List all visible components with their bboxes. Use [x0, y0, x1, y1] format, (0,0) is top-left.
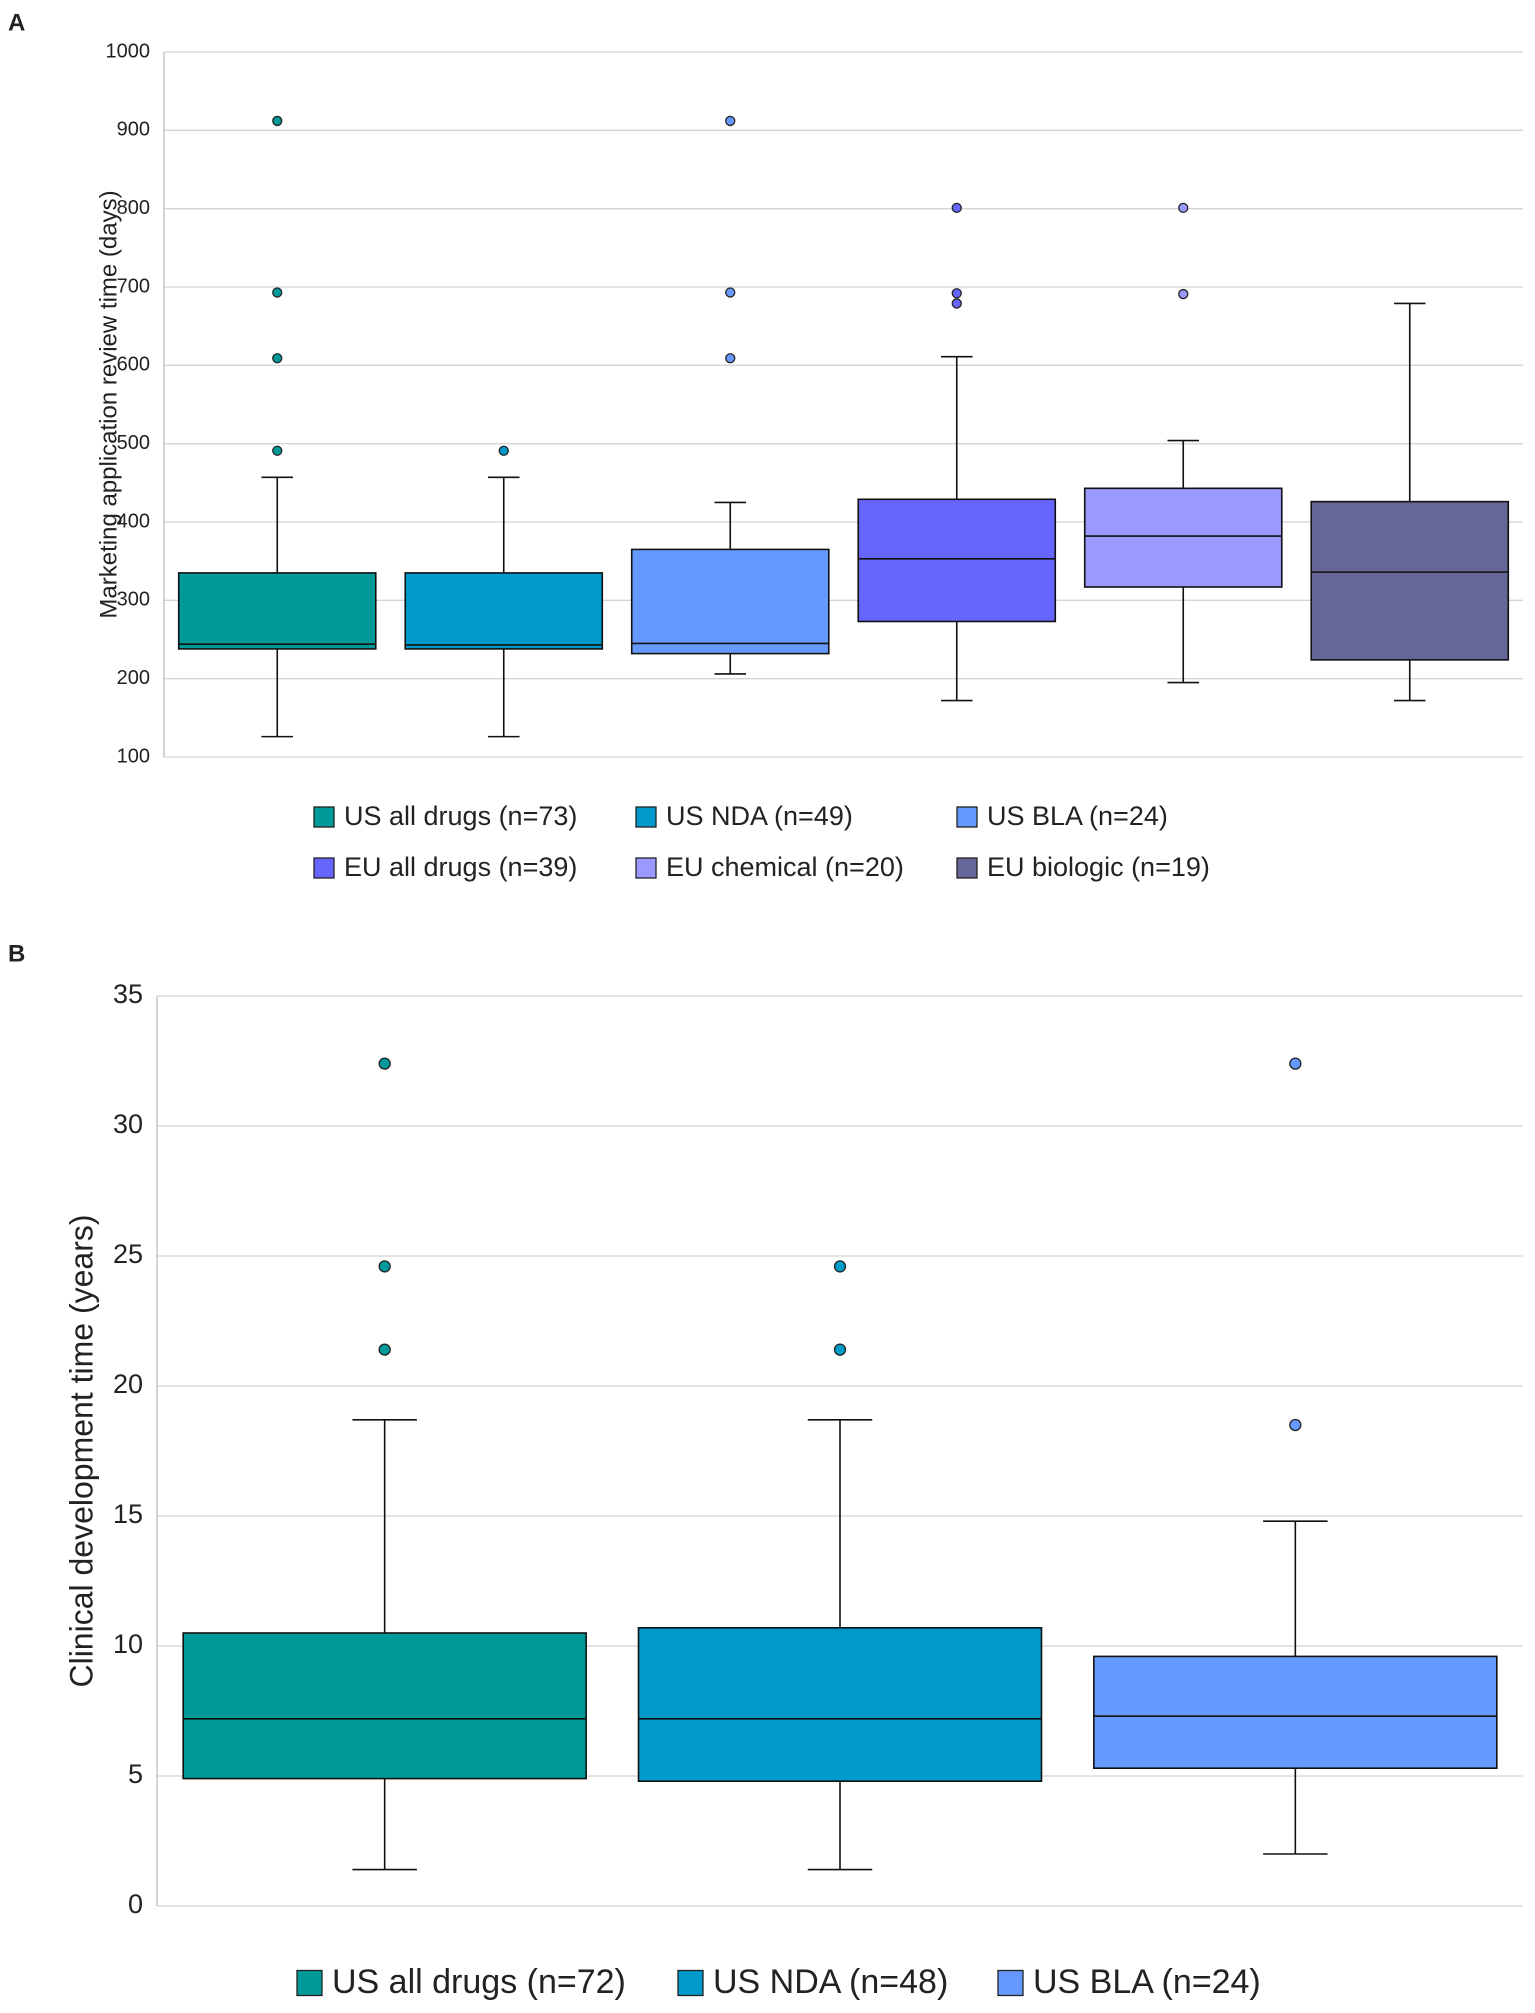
legend-swatch [635, 806, 657, 828]
box [857, 498, 1057, 623]
box [177, 572, 377, 650]
legend-swatch [313, 806, 335, 828]
legend-label: EU biologic (n=19) [987, 852, 1210, 882]
legend-swatch [956, 857, 978, 879]
outlier [951, 298, 962, 309]
legend-label: EU chemical (n=20) [666, 852, 904, 882]
outlier [272, 115, 283, 127]
legend-swatch [635, 857, 657, 879]
legend-label: US BLA (n=24) [1033, 1963, 1261, 2001]
legend-swatch [997, 1969, 1024, 1997]
y-tick-label: 25 [113, 1239, 143, 1269]
outlier [378, 1343, 391, 1356]
outlier [378, 1260, 391, 1273]
box [637, 1627, 1043, 1783]
y-tick-label: 400 [117, 510, 150, 532]
box [182, 1632, 587, 1780]
y-tick-label: 30 [113, 1109, 143, 1139]
y-tick-label: 20 [113, 1369, 143, 1399]
outlier [833, 1343, 847, 1356]
y-tick-label: 5 [128, 1759, 143, 1789]
legend-label: EU all drugs (n=39) [344, 852, 577, 882]
legend-swatch [296, 1969, 323, 1997]
y-tick-label: 600 [117, 354, 150, 376]
outlier [725, 287, 736, 298]
legend-label: US NDA (n=49) [666, 801, 853, 831]
box [1310, 500, 1510, 661]
panel-label: B [8, 940, 25, 967]
outlier [498, 445, 509, 456]
y-tick-label: 35 [113, 979, 143, 1009]
legend-label: US all drugs (n=73) [344, 801, 577, 831]
panel-label: A [8, 9, 25, 36]
outlier [725, 115, 736, 127]
outlier [1289, 1418, 1302, 1432]
y-tick-label: 10 [113, 1629, 143, 1659]
outlier [951, 288, 962, 299]
box [404, 572, 604, 650]
y-tick-label: 500 [117, 432, 150, 454]
outlier [725, 353, 736, 364]
outlier [833, 1260, 847, 1273]
legend-swatch [956, 806, 978, 828]
outlier [1178, 288, 1189, 300]
outlier [1289, 1057, 1302, 1070]
legend-swatch [313, 857, 335, 879]
y-tick-label: 300 [117, 589, 150, 611]
legend-label: US all drugs (n=72) [332, 1963, 626, 2001]
y-tick-label: 800 [117, 197, 150, 219]
y-tick-label: 200 [117, 667, 150, 689]
outlier [951, 202, 962, 214]
box [1093, 1655, 1498, 1770]
y-tick-label: 0 [128, 1889, 143, 1919]
outlier [272, 353, 283, 364]
y-tick-label: 900 [117, 119, 150, 141]
outlier [378, 1057, 391, 1070]
legend-label: US BLA (n=24) [987, 801, 1168, 831]
y-axis-label: Clinical development time (years) [64, 1214, 100, 1687]
y-tick-label: 15 [113, 1499, 143, 1529]
y-axis-label: Marketing application review time (days) [95, 190, 122, 618]
outlier [272, 287, 283, 298]
y-tick-label: 1000 [106, 40, 151, 62]
outlier [1178, 202, 1189, 214]
box [1083, 487, 1283, 588]
outlier [272, 445, 283, 456]
legend-label: US NDA (n=48) [713, 1963, 948, 2001]
y-tick-label: 100 [117, 745, 150, 767]
legend-swatch [677, 1969, 704, 1997]
box [630, 548, 830, 655]
y-tick-label: 700 [117, 275, 150, 297]
